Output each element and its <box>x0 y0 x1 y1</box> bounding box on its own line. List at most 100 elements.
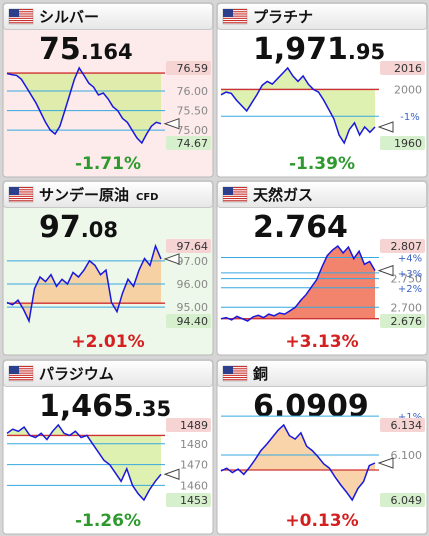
flag-stripe <box>223 368 247 370</box>
high-badge <box>166 239 211 253</box>
tile[interactable]: シルバー 75.164 76.00 75.50 75.00 76.59 74.67 -1.71… <box>2 2 214 178</box>
tile-header <box>217 360 427 387</box>
flag-stripe <box>9 368 33 370</box>
price-line <box>6 243 162 324</box>
area-fill <box>221 246 375 321</box>
change-percent: +2.01% <box>71 332 144 352</box>
high-label: 97.64 <box>177 240 209 253</box>
level-label: 75.50 <box>177 105 209 118</box>
change-percent: -1.39% <box>289 154 355 174</box>
price-line <box>220 423 376 502</box>
level-label: 6.100 <box>391 449 423 462</box>
percent-label: +2% <box>398 284 422 295</box>
low-badge <box>380 493 425 507</box>
flag-stripe <box>9 22 33 24</box>
low-label: 2.676 <box>391 315 423 328</box>
high-label: 2016 <box>394 62 422 75</box>
high-badge <box>166 61 211 75</box>
flag-stripe <box>9 193 33 195</box>
flag-stripe <box>223 195 247 197</box>
flag-stripe <box>9 370 33 372</box>
close-marker <box>163 117 180 130</box>
price-decimals: .95 <box>348 40 385 64</box>
percent-label: +3% <box>398 269 422 280</box>
percent-label: +1% <box>398 412 422 423</box>
flag-stripe <box>223 187 247 189</box>
price-decimals: .08 <box>81 218 118 242</box>
area-fill <box>221 68 375 143</box>
tile[interactable]: プラチナ 1,971.95 2000 -1% 2016 1960 -1.39% <box>216 2 428 178</box>
level-label: 76.00 <box>177 85 209 98</box>
price: 1,971.95 <box>253 32 385 67</box>
high-badge <box>380 239 425 253</box>
level-label: 2.700 <box>391 301 423 314</box>
price-integer: 1,971 <box>253 32 348 67</box>
flag-stripe <box>9 198 33 200</box>
low-label: 74.67 <box>177 137 209 150</box>
price: 75.164 <box>39 32 133 67</box>
level-label: 95.00 <box>177 301 209 314</box>
level-label: 75.00 <box>177 124 209 137</box>
flag-canton <box>223 366 233 374</box>
flag-stripe <box>9 11 33 13</box>
instrument-name: サンデー原油 <box>39 186 129 204</box>
instrument-name: シルバー <box>39 8 99 26</box>
tile-header <box>3 181 213 208</box>
flag-stripe <box>9 195 33 197</box>
flag-stripe <box>223 20 247 22</box>
high-badge <box>166 418 211 432</box>
close-marker <box>163 253 180 265</box>
low-badge <box>166 493 211 507</box>
instrument-name: 天然ガス <box>253 186 313 204</box>
tile[interactable]: サンデー原油 CFD 97.08 97.00 96.00 95.00 97.64 94.40 +… <box>2 180 214 356</box>
flag-stripe <box>223 189 247 191</box>
area-fill <box>7 68 161 143</box>
flag-stripe <box>223 374 247 376</box>
flag-stripe <box>223 193 247 195</box>
flag-stripe <box>223 17 247 19</box>
flag-canton <box>223 9 233 17</box>
us-flag <box>8 186 34 203</box>
change-percent: +3.13% <box>285 332 358 352</box>
tile[interactable]: パラジウム 1,465.35 1480 1470 1460 1489 1453 -1.26% <box>2 359 214 535</box>
change-percent: -1.71% <box>75 154 141 174</box>
us-flag <box>8 8 34 25</box>
instrument-tag: CFD <box>136 192 158 203</box>
instrument-name: プラチナ <box>253 8 313 26</box>
close-marker <box>377 264 394 277</box>
level-label: 1480 <box>180 438 208 451</box>
level-label: 1460 <box>180 479 208 492</box>
price-integer: 97 <box>39 210 81 245</box>
price-integer: 2.764 <box>253 210 348 245</box>
price-line <box>220 244 376 322</box>
flag-stripe <box>9 366 33 368</box>
us-flag <box>222 186 248 203</box>
close-marker <box>377 457 394 469</box>
instrument-name: パラジウム <box>39 365 114 383</box>
flag-stripe <box>223 9 247 11</box>
price: 97.08 <box>39 210 118 245</box>
price: 6.0909 <box>253 389 369 424</box>
flag-stripe <box>9 187 33 189</box>
flag-stripe <box>223 13 247 15</box>
flag-stripe <box>223 22 247 24</box>
low-label: 1453 <box>180 494 208 507</box>
flag-stripe <box>223 191 247 193</box>
low-badge <box>166 136 211 150</box>
flag-stripe <box>223 377 247 379</box>
flag-stripe <box>9 9 33 11</box>
flag-canton <box>223 187 233 195</box>
flag-stripe <box>9 372 33 374</box>
flag-stripe <box>9 17 33 19</box>
low-label: 1960 <box>394 137 422 150</box>
price-line <box>6 66 162 145</box>
flag-stripe <box>223 198 247 200</box>
low-badge <box>380 136 425 150</box>
flag-canton <box>9 9 19 17</box>
flag-stripe <box>223 379 247 381</box>
price: 2.764 <box>253 210 348 245</box>
price-integer: 1,465 <box>39 389 134 424</box>
tile[interactable]: 銅 6.0909 6.100 +1%6.134 6.049 +0.13% <box>216 359 428 535</box>
tile[interactable]: 天然ガス 2.764 2.750 2.700 +4% +3% +2% 2.807 2.676 +3… <box>216 180 428 356</box>
